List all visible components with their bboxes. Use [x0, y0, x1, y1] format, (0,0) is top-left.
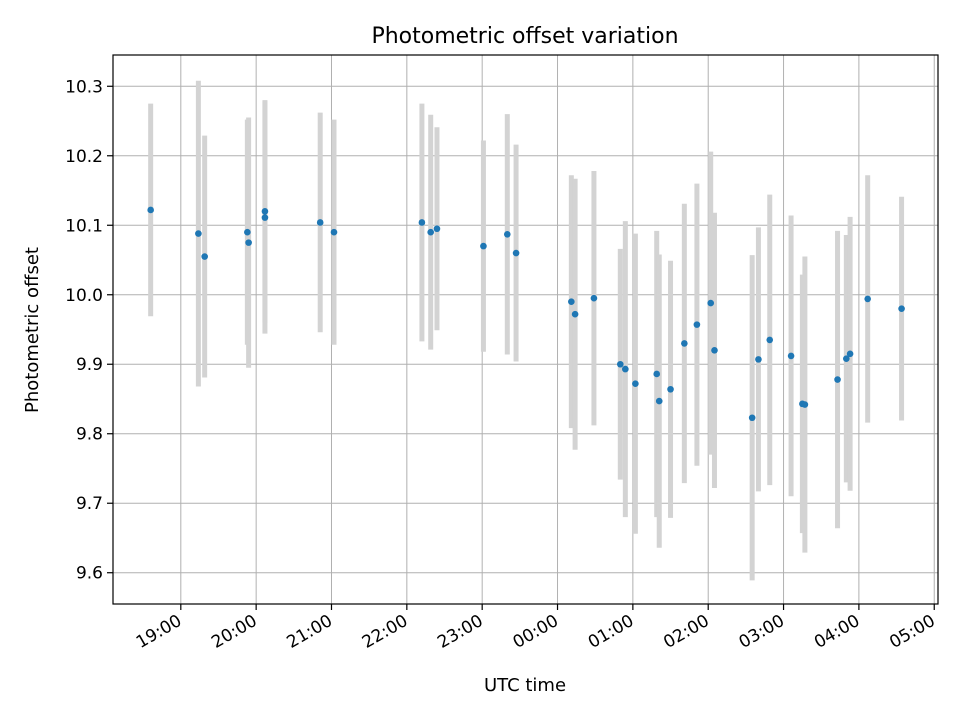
y-tick-label: 10.2 — [65, 147, 103, 167]
data-point — [480, 242, 487, 250]
data-point — [244, 228, 251, 236]
data-point — [571, 310, 579, 318]
y-tick-label: 9.7 — [76, 494, 103, 514]
plot-frame — [112, 54, 939, 605]
data-point — [898, 305, 905, 312]
data-point — [667, 385, 674, 393]
data-point — [512, 249, 520, 257]
data-point — [755, 356, 762, 363]
y-axis-label: Photometric offset — [22, 247, 43, 413]
data-point — [681, 340, 688, 347]
data-point — [846, 350, 854, 358]
data-point — [622, 365, 629, 373]
data-point — [748, 414, 756, 422]
data-point — [590, 294, 598, 302]
y-tick-label: 10.1 — [65, 216, 103, 236]
data-point — [655, 397, 663, 405]
data-points — [147, 206, 905, 422]
data-point — [766, 336, 774, 344]
data-point — [617, 360, 624, 368]
y-tick-label: 9.8 — [76, 425, 103, 445]
data-point — [418, 219, 426, 226]
data-point — [653, 370, 661, 378]
y-axis-ticks: 9.6 9.7 9.8 9.9 10.0 10.1 10.2 10.3 — [65, 77, 113, 584]
data-point — [632, 380, 639, 388]
data-point — [433, 225, 441, 233]
data-point — [427, 228, 434, 236]
data-point — [801, 401, 809, 408]
data-point — [503, 230, 511, 238]
data-point — [195, 230, 202, 237]
x-axis-label: UTC time — [484, 675, 566, 696]
y-tick-label: 9.9 — [76, 355, 103, 375]
data-point — [316, 219, 324, 226]
data-point — [864, 295, 871, 303]
y-tick-label: 10.3 — [65, 77, 103, 97]
y-tick-label: 10.0 — [65, 286, 103, 306]
data-point — [834, 376, 841, 383]
data-point — [201, 253, 208, 260]
data-point — [693, 321, 701, 328]
data-point — [843, 355, 850, 362]
data-point — [330, 228, 338, 236]
data-point — [568, 298, 575, 306]
data-point — [245, 239, 252, 246]
data-point — [707, 299, 715, 307]
data-point — [261, 214, 269, 221]
data-point — [147, 206, 154, 214]
data-point — [261, 208, 269, 215]
chart-title: Photometric offset variation — [371, 24, 678, 49]
data-point — [787, 352, 795, 360]
y-tick-label: 9.6 — [76, 564, 103, 584]
data-point — [711, 347, 718, 354]
